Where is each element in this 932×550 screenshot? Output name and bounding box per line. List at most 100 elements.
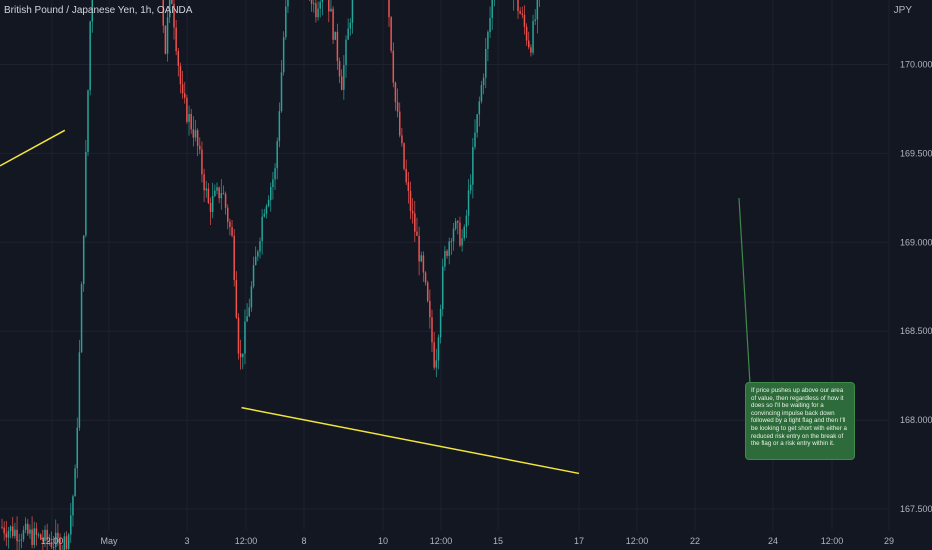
candle-body [263, 213, 266, 217]
candle-body [50, 541, 53, 548]
candle-body [426, 282, 429, 301]
candle-body [20, 539, 23, 541]
candle-body [18, 540, 20, 542]
time-tick-label: 12:00 [430, 536, 453, 546]
candle-body [433, 342, 435, 368]
candle-body [42, 539, 44, 541]
candle-body [310, 0, 313, 4]
candle-body [179, 65, 182, 85]
time-tick-label: 29 [884, 536, 894, 546]
candle-body [74, 468, 76, 497]
candle-body [171, 0, 173, 4]
candle-body [31, 529, 33, 545]
candle-body [87, 90, 89, 152]
candle-body [35, 528, 38, 535]
candle-body [282, 37, 285, 73]
candle-body [274, 168, 276, 180]
candle-body [351, 0, 354, 23]
candle-body [218, 187, 220, 199]
candle-body [487, 31, 489, 50]
candle-body [525, 26, 528, 41]
candle-body [192, 129, 195, 138]
candle-body [91, 0, 94, 22]
candle-body [177, 51, 180, 66]
candle-body [474, 132, 476, 148]
candle-body [52, 547, 55, 549]
candle-body [521, 13, 524, 15]
candle-body [424, 272, 427, 283]
annotation-note[interactable]: If price pushes up above our area of val… [745, 382, 855, 460]
trendline[interactable] [241, 406, 580, 475]
candle-body [444, 250, 446, 267]
candle-body [33, 528, 35, 545]
candle-body [405, 168, 407, 183]
candle-body [448, 241, 450, 256]
candle-body [334, 31, 336, 40]
candle-body [162, 0, 164, 26]
candle-body [244, 321, 246, 354]
time-tick-label: May [100, 536, 118, 546]
time-tick-label: 8 [301, 536, 306, 546]
candle-body [399, 111, 401, 136]
candle-body [390, 17, 392, 51]
candle-body [319, 1, 321, 9]
candle-body [184, 93, 186, 98]
candle-body [528, 40, 530, 48]
price-axis[interactable]: 173.000172.500172.000171.500171.000170.5… [900, 0, 932, 515]
price-tick-label: 169.500 [900, 148, 932, 158]
time-tick-label: 10 [378, 536, 388, 546]
candle-body [259, 241, 261, 252]
candle-body [222, 193, 225, 195]
candle-body [530, 47, 532, 53]
candle-body [239, 353, 242, 358]
trendlines[interactable] [0, 0, 580, 475]
candle-body [343, 65, 345, 90]
candle-body [321, 0, 324, 2]
time-tick-label: 12:00 [235, 536, 258, 546]
candle-body [194, 130, 197, 138]
candle-body [489, 18, 491, 32]
candle-body [199, 146, 201, 150]
time-tick-label: 12:00 [626, 536, 649, 546]
candle-body [76, 427, 78, 469]
candle-body [519, 11, 521, 14]
candle-body [224, 193, 227, 208]
candle-body [248, 307, 250, 317]
candle-body [330, 8, 332, 12]
candle-body [72, 496, 74, 516]
candle-body [454, 221, 457, 229]
candle-body [235, 280, 238, 318]
candle-body [231, 227, 233, 236]
candle-body [265, 205, 268, 214]
candle-body [517, 0, 519, 12]
candle-body [347, 28, 349, 40]
time-tick-label: 15 [493, 536, 503, 546]
candle-body [16, 529, 18, 542]
candle-body [5, 533, 8, 538]
candle-body [418, 235, 420, 262]
candle-body [166, 17, 169, 54]
candle-body [278, 111, 281, 142]
trendline[interactable] [0, 129, 66, 167]
candle-body [190, 113, 192, 130]
candle-body [465, 215, 468, 227]
candle-body [59, 538, 61, 550]
candle-body [168, 0, 171, 18]
annotation-pointer-line [738, 197, 751, 385]
candle-body [250, 286, 253, 308]
time-axis[interactable]: 12:00 May 3 12:00 8 10 12:00 15 17 12:00 22 24 12:00… [41, 536, 894, 546]
price-tick-label: 170.000 [900, 60, 932, 70]
candle-body [29, 529, 31, 534]
candle-body [435, 360, 438, 368]
candle-body [214, 190, 216, 196]
candle-body [532, 20, 534, 53]
candle-body [349, 22, 352, 29]
candle-body [227, 207, 229, 222]
candle-body [452, 228, 455, 242]
candle-body [3, 527, 5, 534]
candle-body [394, 82, 397, 103]
candle-body [276, 141, 278, 169]
candle-body [211, 195, 214, 212]
time-tick-label: 12:00 [41, 536, 64, 546]
